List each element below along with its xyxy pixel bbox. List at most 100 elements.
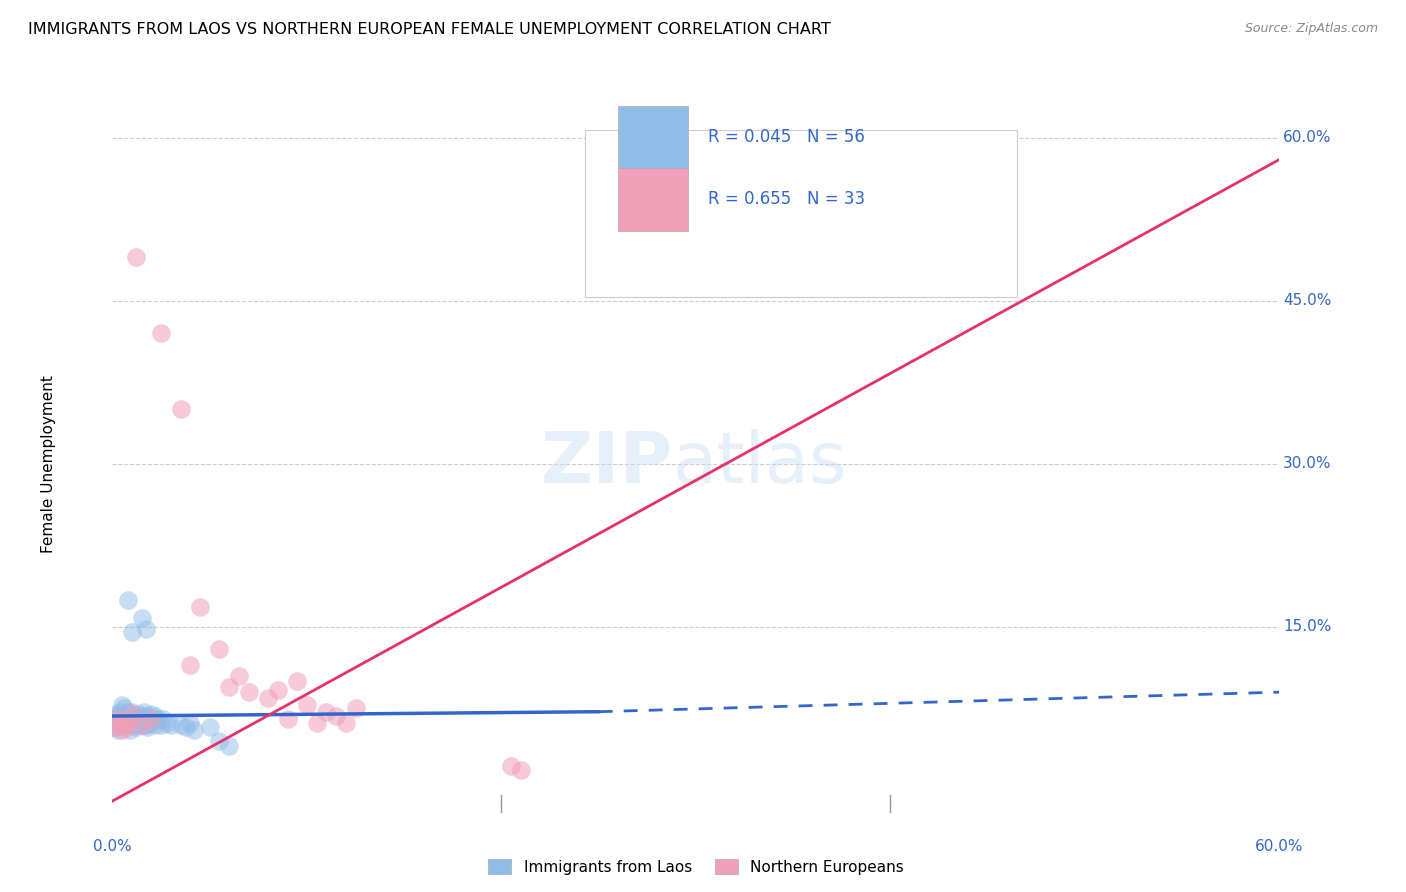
Point: [117, 717, 139, 731]
Point: [143, 717, 166, 731]
Point: [143, 709, 166, 723]
Text: Source: ZipAtlas.com: Source: ZipAtlas.com: [1244, 22, 1378, 36]
Point: [117, 705, 139, 719]
Point: [208, 734, 231, 748]
Point: [112, 715, 135, 730]
Point: [150, 717, 173, 731]
Point: [107, 723, 129, 738]
Text: 60.0%: 60.0%: [1256, 838, 1303, 854]
Point: [257, 690, 280, 705]
Point: [122, 709, 145, 723]
Point: [141, 712, 163, 726]
Text: atlas: atlas: [672, 429, 846, 499]
Point: [115, 706, 138, 721]
Point: [218, 680, 240, 694]
Point: [111, 698, 134, 713]
Point: [183, 723, 205, 738]
Point: [125, 715, 148, 730]
Point: [146, 712, 169, 726]
Point: [115, 712, 138, 726]
FancyBboxPatch shape: [585, 130, 1017, 297]
Point: [125, 720, 148, 734]
Point: [325, 709, 347, 723]
Point: [142, 712, 165, 726]
Point: [128, 712, 150, 726]
Point: [110, 712, 132, 726]
Point: [127, 706, 149, 721]
Point: [160, 717, 183, 731]
Point: [117, 592, 139, 607]
Point: [112, 717, 135, 731]
Point: [136, 709, 159, 723]
Point: [841, 261, 863, 276]
Point: [198, 720, 221, 734]
Text: IMMIGRANTS FROM LAOS VS NORTHERN EUROPEAN FEMALE UNEMPLOYMENT CORRELATION CHART: IMMIGRANTS FROM LAOS VS NORTHERN EUROPEA…: [28, 22, 831, 37]
Point: [501, 759, 523, 773]
Text: 15.0%: 15.0%: [1282, 619, 1331, 634]
Point: [509, 764, 531, 778]
Point: [141, 706, 163, 721]
Point: [121, 625, 143, 640]
Point: [136, 720, 159, 734]
Point: [132, 712, 155, 726]
Legend: Immigrants from Laos, Northern Europeans: Immigrants from Laos, Northern Europeans: [482, 853, 910, 880]
Point: [218, 739, 240, 754]
Point: [103, 720, 125, 734]
Point: [135, 622, 157, 636]
Point: [179, 715, 201, 730]
Point: [335, 715, 357, 730]
Text: Female Unemployment: Female Unemployment: [41, 375, 56, 553]
Point: [152, 712, 174, 726]
Point: [295, 698, 318, 713]
Text: R = 0.045   N = 56: R = 0.045 N = 56: [707, 128, 865, 145]
Point: [110, 705, 132, 719]
Point: [176, 720, 198, 734]
Point: [125, 250, 148, 264]
Point: [110, 717, 132, 731]
Point: [169, 717, 191, 731]
Point: [127, 712, 149, 726]
Point: [135, 717, 157, 731]
Point: [111, 715, 134, 730]
Point: [121, 705, 143, 719]
Point: [121, 712, 143, 726]
Point: [156, 715, 179, 730]
Point: [188, 600, 211, 615]
Point: [107, 712, 129, 726]
Point: [131, 717, 153, 731]
Text: 0.0%: 0.0%: [93, 838, 132, 854]
Point: [138, 712, 160, 726]
Point: [344, 701, 367, 715]
Point: [305, 715, 328, 730]
Point: [169, 402, 191, 417]
Point: [105, 706, 128, 721]
Point: [105, 720, 128, 734]
Point: [179, 657, 201, 672]
Point: [121, 706, 143, 721]
Point: [267, 683, 290, 698]
Point: [141, 715, 163, 730]
Point: [115, 720, 138, 734]
Point: [782, 239, 804, 253]
Point: [131, 717, 153, 731]
Text: 45.0%: 45.0%: [1282, 293, 1331, 309]
Text: ZIP: ZIP: [540, 429, 672, 499]
Point: [238, 685, 260, 699]
Point: [276, 712, 298, 726]
Point: [315, 705, 337, 719]
Point: [118, 723, 141, 738]
FancyBboxPatch shape: [617, 105, 688, 169]
Text: R = 0.655   N = 33: R = 0.655 N = 33: [707, 191, 865, 209]
FancyBboxPatch shape: [617, 169, 688, 231]
Point: [132, 705, 155, 719]
Point: [107, 709, 129, 723]
Text: 60.0%: 60.0%: [1282, 130, 1331, 145]
Point: [285, 674, 308, 689]
Point: [122, 717, 145, 731]
Point: [117, 715, 139, 730]
Point: [228, 669, 250, 683]
Point: [103, 712, 125, 726]
Point: [150, 326, 173, 341]
Point: [118, 709, 141, 723]
Text: 30.0%: 30.0%: [1282, 457, 1331, 471]
